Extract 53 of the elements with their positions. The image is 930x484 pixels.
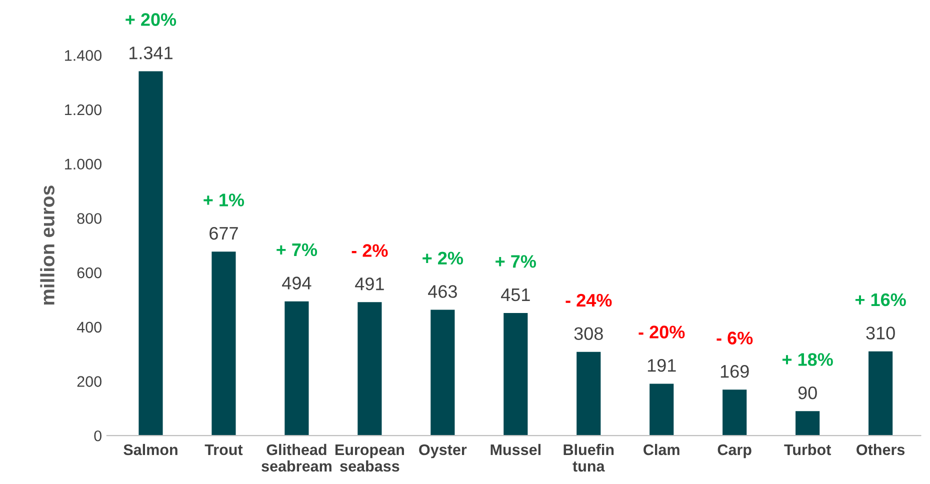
y-tick-label: 600 [77, 267, 102, 278]
x-tick-label: Carp [718, 444, 752, 458]
x-tick-label: Trout [204, 444, 243, 456]
bar [504, 313, 528, 436]
x-tick-label: Glithead seabream [262, 444, 332, 472]
bar [650, 384, 674, 436]
annotation: + 20% [126, 13, 176, 26]
data-label: 191 [648, 359, 676, 372]
x-tick-label: Salmon [124, 444, 178, 456]
x-tick-label: Turbot [784, 444, 832, 456]
y-tick-label: 400 [76, 322, 102, 333]
y-tick-label: 1.200 [65, 104, 102, 116]
data-label: 1.341 [130, 46, 172, 60]
data-label: 494 [282, 276, 312, 290]
x-tick-label: Clam [644, 444, 680, 456]
bar [358, 302, 382, 436]
y-tick-label: 1.000 [65, 158, 102, 170]
bar [284, 301, 309, 436]
bar [138, 71, 163, 436]
x-tick-label: Others [856, 444, 905, 456]
data-label: 451 [501, 288, 530, 302]
x-tick-label: Bluefin tuna [564, 444, 614, 472]
annotation: + 7% [496, 255, 536, 268]
annotation: + 7% [276, 243, 318, 256]
data-label: 308 [574, 327, 603, 340]
bar [430, 310, 455, 436]
y-tick-label: 1.400 [65, 50, 102, 61]
annotation: + 16% [855, 293, 906, 306]
y-axis-title: million euros [40, 186, 54, 305]
y-tick-label: 0 [94, 430, 102, 442]
x-tick-label: Mussel [490, 444, 540, 456]
y-tick-label: 200 [77, 376, 102, 387]
data-label: 463 [428, 285, 457, 298]
annotation: - 2% [352, 244, 388, 257]
data-label: 310 [866, 326, 895, 340]
bar [576, 352, 601, 436]
bar [868, 351, 893, 436]
y-tick-label: 800 [77, 213, 102, 224]
x-tick-label: Oyster [419, 444, 467, 458]
data-label: 677 [210, 226, 238, 240]
bar [212, 252, 236, 436]
annotation: + 2% [422, 252, 464, 265]
annotation: - 20% [638, 326, 685, 338]
annotation: - 24% [566, 294, 612, 307]
data-label: 491 [355, 277, 384, 290]
bar [796, 411, 820, 436]
x-tick-label: European seabass [335, 444, 404, 472]
annotation: + 1% [204, 194, 244, 206]
annotation: + 18% [782, 353, 833, 366]
annotation: - 6% [716, 332, 753, 344]
data-label: 169 [720, 364, 749, 378]
bar [722, 390, 747, 436]
data-label: 90 [798, 386, 817, 400]
